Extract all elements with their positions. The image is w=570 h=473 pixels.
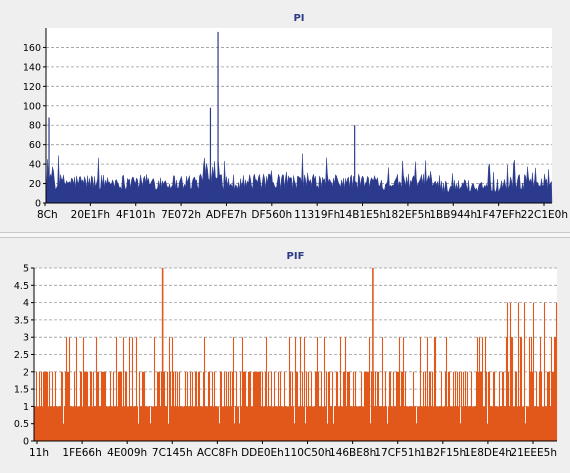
- pif-chart: PIF 0 0.5 1 1.5 2 2.5 3 3.5 4 4.5 5 11h 1FE66h 4E009h 7…: [14, 251, 558, 459]
- x-tick-label: 14B1E5h: [339, 209, 386, 221]
- x-tick-label: 17CF51h: [374, 447, 421, 459]
- y-tick-label: 1.5: [14, 385, 29, 396]
- x-tick-label: 1F47EFh: [476, 209, 521, 221]
- x-tick-label: 1E8DE4h: [464, 447, 512, 459]
- chart-title: PIF: [287, 251, 305, 262]
- pi-chart: PI 0 20 40 60 80 100 120 140 160 8Ch 20E1Fh 4F101h 7E…: [23, 13, 568, 221]
- y-tick-label: 60: [29, 140, 41, 151]
- y-tick-label: 3: [23, 333, 29, 344]
- y-tick-label: 5: [23, 264, 29, 275]
- y-tick-label: 20: [29, 179, 41, 190]
- x-tick-label: 1FE66h: [62, 447, 101, 459]
- x-tick-label: 11319Fh: [294, 209, 340, 221]
- y-tick-label: 0: [23, 437, 29, 448]
- y-tick-label: 100: [23, 101, 41, 112]
- y-tick-label: 120: [23, 82, 41, 93]
- x-tick-label: 11h: [29, 447, 49, 459]
- x-tick-label: 8Ch: [37, 209, 58, 221]
- y-tick-label: 140: [23, 62, 41, 73]
- y-tick-label: 0.5: [14, 419, 29, 430]
- x-tick-label: 7E072h: [161, 209, 201, 221]
- y-tick-label: 4: [23, 298, 29, 309]
- x-tick-label: ADFE7h: [206, 209, 247, 221]
- series-pi: [45, 31, 553, 204]
- y-tick-label: 2.5: [14, 350, 29, 361]
- x-tick-label: 21EEE5h: [510, 447, 557, 459]
- series-area: [45, 153, 553, 204]
- y-tick-label: 80: [29, 121, 41, 132]
- x-tick-label: 7C145h: [152, 447, 193, 459]
- y-tick-label: 1: [23, 402, 29, 413]
- x-tick-label: 146BE8h: [329, 447, 376, 459]
- x-tick-label: 1B2F15h: [420, 447, 467, 459]
- x-tick-label: DF560h: [251, 209, 292, 221]
- x-tick-label: 4E009h: [107, 447, 147, 459]
- x-tick-label: 1BB944h: [429, 209, 477, 221]
- y-tick-label: 40: [29, 160, 41, 171]
- panel-divider: [0, 233, 570, 237]
- y-tick-label: 2: [23, 367, 29, 378]
- x-tick-label: ACC8Fh: [197, 447, 238, 459]
- pif-chart-panel: PIF 0 0.5 1 1.5 2 2.5 3 3.5 4 4.5 5 11h 1FE66h 4E009h 7…: [0, 237, 570, 473]
- series-pif: [33, 268, 558, 441]
- y-tick-label: 4.5: [14, 281, 29, 292]
- x-tick-label: 110C50h: [284, 447, 331, 459]
- chart-title: PI: [293, 13, 304, 24]
- pi-chart-panel: PI 0 20 40 60 80 100 120 140 160 8Ch 20E1Fh 4F101h 7E…: [0, 0, 570, 233]
- y-tick-label: 3.5: [14, 315, 29, 326]
- x-tick-label: DDE0Eh: [241, 447, 284, 459]
- x-tick-label: 20E1Fh: [71, 209, 110, 221]
- y-tick-label: 160: [23, 43, 41, 54]
- x-tick-label: 4F101h: [116, 209, 155, 221]
- plot-area: [46, 28, 552, 203]
- y-tick-label: 0: [35, 199, 41, 210]
- x-tick-label: 22C1E0h: [521, 209, 568, 221]
- x-tick-label: 182EF5h: [385, 209, 431, 221]
